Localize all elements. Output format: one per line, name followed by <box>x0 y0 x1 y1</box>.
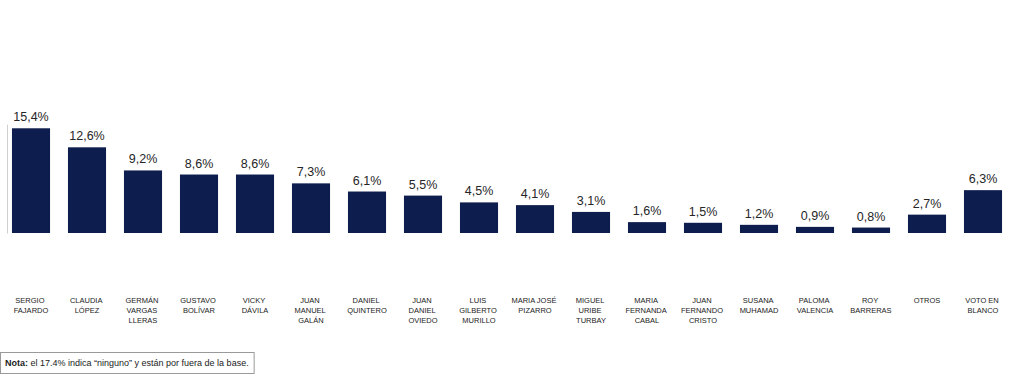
data-label: 9,2% <box>129 152 158 166</box>
bars <box>12 128 1002 233</box>
data-label: 8,6% <box>185 157 214 171</box>
category-label: VOTO EN BLANCO <box>965 296 1001 315</box>
data-label: 2,7% <box>913 197 942 211</box>
data-label: 6,3% <box>969 172 998 186</box>
data-labels: 15,4% 12,6% 9,2% 8,6% 8,6% 7,3% 6,1% 5,5% 4,5% 4,… <box>13 110 997 223</box>
data-label: 0,8% <box>857 210 886 224</box>
category-label: MARIA JOSÉ PIZARRO <box>511 296 558 315</box>
data-label: 7,3% <box>297 165 326 179</box>
category-label: PALOMA VALENCIA <box>797 296 834 315</box>
category-label: CLAUDIA LÓPEZ <box>70 296 104 315</box>
bar <box>404 196 442 233</box>
data-label: 0,9% <box>801 209 830 223</box>
category-label: ROY BARRERAS <box>850 296 891 315</box>
data-label: 12,6% <box>69 129 104 143</box>
y-axis <box>7 125 8 234</box>
category-label: MIGUEL URIBE TURBAY <box>576 296 607 325</box>
data-label: 1,2% <box>745 207 774 221</box>
bar <box>180 175 218 233</box>
category-label: LUIS GILBERTO MURILLO <box>459 296 499 325</box>
bar <box>292 183 330 233</box>
bar <box>852 228 890 233</box>
data-label: 6,1% <box>353 174 382 188</box>
category-label: VICKY DÁVILA <box>242 296 269 315</box>
category-label: MARIA FERNANDA CABAL <box>626 296 669 325</box>
bar <box>684 223 722 233</box>
note-box <box>1 353 255 374</box>
data-label: 3,1% <box>577 194 606 208</box>
x-axis: SERGIO FAJARDO CLAUDIA LÓPEZ GERMÁN VARGAS… <box>14 296 1001 325</box>
bar <box>460 202 498 233</box>
data-label: 1,5% <box>689 205 718 219</box>
bar <box>572 212 610 233</box>
chart: 15,4% 12,6% 9,2% 8,6% 8,6% 7,3% 6,1% 5,5% 4,5% 4,… <box>0 0 1024 376</box>
bar <box>68 147 106 233</box>
data-label: 4,1% <box>521 187 550 201</box>
category-label: SERGIO FAJARDO <box>14 296 49 315</box>
y-axis-line <box>7 125 8 234</box>
bar <box>740 225 778 233</box>
category-label: JUAN DANIEL OVIEDO <box>408 296 437 325</box>
category-label: JUAN FERNANDO CRISTO <box>681 296 725 325</box>
bar <box>628 222 666 233</box>
bar <box>236 175 274 233</box>
data-label: 5,5% <box>409 178 438 192</box>
bar <box>516 205 554 233</box>
bar <box>796 227 834 233</box>
bar <box>964 190 1002 233</box>
note-text: Nota: el 17.4% indica “ninguno” y están … <box>5 358 249 368</box>
category-label: JUAN MANUEL GALÁN <box>294 296 327 325</box>
data-label: 8,6% <box>241 157 270 171</box>
data-label: 1,6% <box>633 204 662 218</box>
category-label: OTROS <box>914 296 941 305</box>
note: Nota: el 17.4% indica “ninguno” y están … <box>1 353 255 374</box>
bar <box>348 192 386 233</box>
category-label: SUSANA MUHAMAD <box>740 296 779 315</box>
data-label: 15,4% <box>13 110 48 124</box>
data-label: 4,5% <box>465 184 494 198</box>
category-label: GUSTAVO BOLÍVAR <box>180 296 218 315</box>
bar <box>908 215 946 233</box>
bar <box>124 170 162 233</box>
category-label: GERMÁN VARGAS LLERAS <box>125 296 160 325</box>
category-label: DANIEL QUINTERO <box>347 296 387 315</box>
bar <box>12 128 50 233</box>
